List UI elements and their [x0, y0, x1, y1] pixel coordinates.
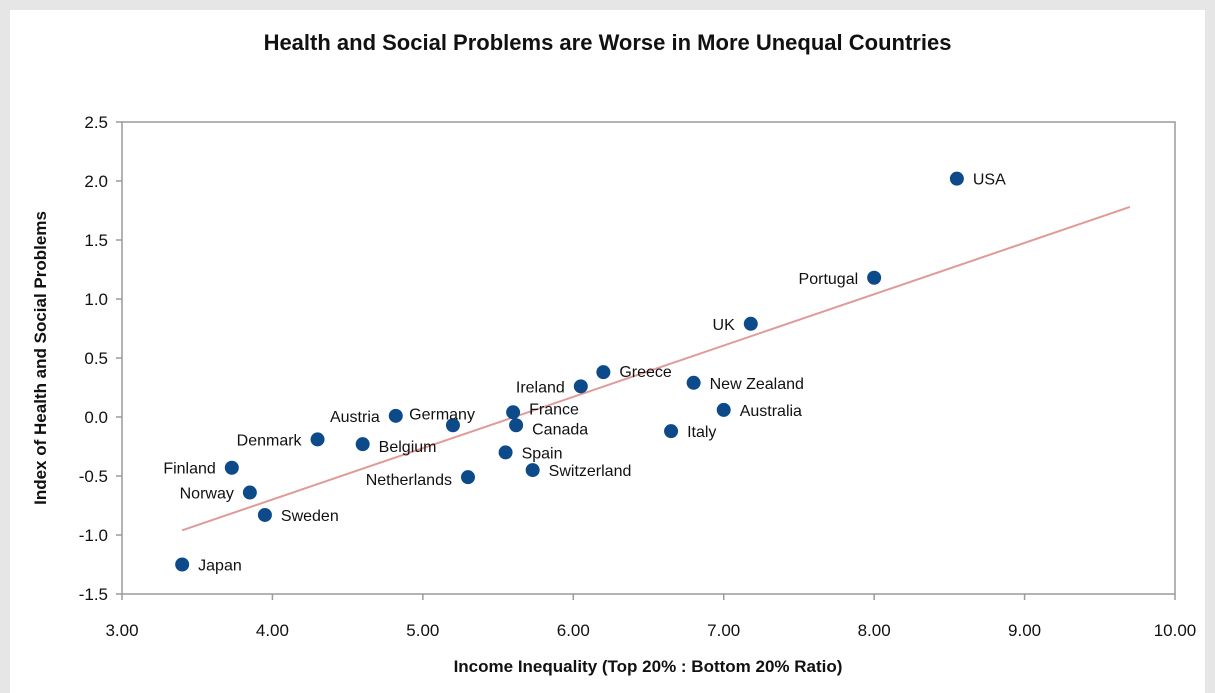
x-axis-title: Income Inequality (Top 20% : Bottom 20% …: [454, 657, 843, 676]
point-label: Netherlands: [366, 472, 452, 489]
x-tick-label: 10.00: [1154, 621, 1197, 640]
point-label: Australia: [740, 403, 802, 420]
point-label: Greece: [619, 364, 672, 381]
data-point: [686, 375, 701, 390]
x-tick-label: 7.00: [707, 621, 740, 640]
points-group: [175, 171, 964, 572]
point-label: Finland: [163, 461, 215, 478]
y-tick-label: 1.5: [84, 231, 108, 250]
point-label: Norway: [180, 486, 234, 503]
point-label: Japan: [198, 558, 242, 575]
labels-group: USA Portugal UK Greece Ireland New Zealand Aus…: [163, 172, 1006, 575]
data-point: [867, 270, 882, 285]
data-point: [573, 379, 588, 394]
data-point: [596, 365, 611, 380]
trendline: [181, 206, 1131, 532]
data-point: [509, 418, 524, 433]
point-label: Switzerland: [549, 463, 632, 480]
chart-title: Health and Social Problems are Worse in …: [263, 30, 952, 55]
data-point: [743, 316, 758, 331]
y-tick-label: -1.0: [79, 526, 108, 545]
x-tick-label: 6.00: [557, 621, 590, 640]
data-point: [445, 418, 460, 433]
x-tick-label: 9.00: [1008, 621, 1041, 640]
y-tick-label: -0.5: [79, 467, 108, 486]
point-label: New Zealand: [710, 376, 804, 393]
point-label: Spain: [522, 445, 563, 462]
data-point: [664, 424, 679, 439]
y-tick-label: 2.5: [84, 113, 108, 132]
x-axis: 3.00 4.00 5.00 6.00 7.00 8.00 9.00 10.00: [105, 594, 1196, 640]
point-label: Belgium: [379, 439, 437, 456]
point-label: Germany: [409, 406, 475, 423]
point-label: Sweden: [281, 508, 339, 525]
data-point: [224, 460, 239, 475]
y-tick-label: 1.0: [84, 290, 108, 309]
y-tick-label: 0.0: [84, 408, 108, 427]
point-label: Portugal: [799, 271, 859, 288]
y-axis-title: Index of Health and Social Problems: [31, 211, 50, 505]
point-label: UK: [713, 317, 736, 334]
data-point: [525, 463, 540, 478]
point-label: Denmark: [237, 432, 303, 449]
y-tick-label: -1.5: [79, 585, 108, 604]
y-tick-label: 0.5: [84, 349, 108, 368]
point-label: Ireland: [516, 379, 565, 396]
point-label: France: [529, 401, 579, 418]
y-axis: 2.5 2.0 1.5 1.0 0.5 0.0 -0.5 -1.0 -1.5: [79, 113, 122, 604]
point-label: Canada: [532, 421, 588, 438]
data-point: [355, 437, 370, 452]
data-point: [949, 171, 964, 186]
data-point: [242, 485, 257, 500]
point-label: USA: [973, 172, 1006, 189]
trendline-group: [181, 206, 1131, 532]
x-tick-label: 3.00: [105, 621, 138, 640]
data-point: [388, 408, 403, 423]
x-tick-label: 8.00: [858, 621, 891, 640]
data-point: [310, 432, 325, 447]
data-point: [460, 470, 475, 485]
data-point: [175, 557, 190, 572]
x-tick-label: 4.00: [256, 621, 289, 640]
data-point: [257, 507, 272, 522]
point-label: Austria: [330, 409, 380, 426]
data-point: [716, 402, 731, 417]
data-point: [506, 405, 521, 420]
data-point: [498, 445, 513, 460]
y-tick-label: 2.0: [84, 172, 108, 191]
x-tick-label: 5.00: [406, 621, 439, 640]
chart-card: [10, 10, 1205, 693]
point-label: Italy: [687, 424, 716, 441]
